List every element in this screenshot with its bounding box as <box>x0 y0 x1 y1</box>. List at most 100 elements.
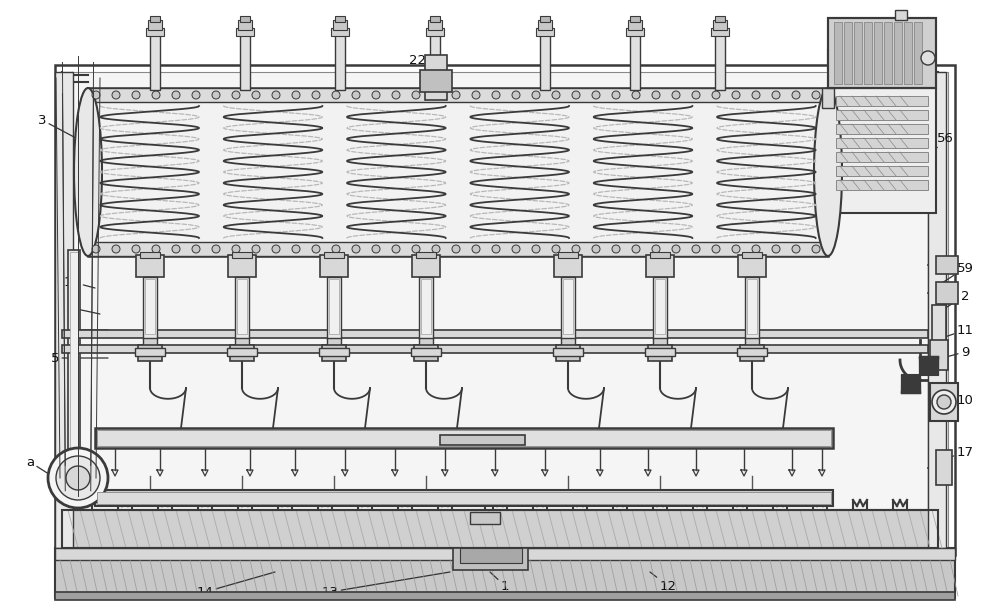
Text: 10: 10 <box>942 393 973 406</box>
Circle shape <box>152 91 160 99</box>
Bar <box>68 250 80 490</box>
Text: 22: 22 <box>410 54 440 82</box>
Circle shape <box>732 245 740 253</box>
Circle shape <box>512 91 520 99</box>
Circle shape <box>492 245 500 253</box>
Bar <box>932 305 946 360</box>
Circle shape <box>632 245 640 253</box>
Circle shape <box>152 245 160 253</box>
Bar <box>428 20 442 30</box>
Bar <box>630 30 640 90</box>
Circle shape <box>272 91 280 99</box>
Bar <box>936 282 958 304</box>
Circle shape <box>552 91 560 99</box>
Circle shape <box>292 91 300 99</box>
Bar <box>335 16 345 22</box>
Bar <box>470 512 500 524</box>
Bar <box>95 490 833 506</box>
Bar <box>320 255 348 277</box>
Bar <box>240 16 250 22</box>
Bar <box>412 255 440 277</box>
Circle shape <box>272 245 280 253</box>
Circle shape <box>492 91 500 99</box>
Circle shape <box>312 91 320 99</box>
Bar <box>440 435 525 445</box>
Text: 9: 9 <box>942 345 969 359</box>
Circle shape <box>472 91 480 99</box>
Bar <box>936 256 958 274</box>
Bar <box>55 72 73 548</box>
Bar <box>828 18 936 88</box>
Circle shape <box>372 245 380 253</box>
Circle shape <box>172 245 180 253</box>
Circle shape <box>212 91 220 99</box>
Bar <box>228 255 256 277</box>
Bar <box>936 450 952 485</box>
Bar <box>536 28 554 36</box>
Circle shape <box>652 245 660 253</box>
Bar <box>626 28 644 36</box>
Bar <box>143 277 157 339</box>
Bar <box>146 28 164 36</box>
Circle shape <box>672 245 680 253</box>
Circle shape <box>732 91 740 99</box>
Bar <box>319 348 349 356</box>
Bar <box>836 96 928 106</box>
Bar <box>740 345 764 361</box>
Bar <box>653 338 667 346</box>
Bar <box>554 255 582 277</box>
Bar <box>745 277 759 339</box>
Circle shape <box>412 245 420 253</box>
Bar <box>135 348 165 356</box>
Bar <box>148 20 162 30</box>
Bar <box>62 345 928 353</box>
Text: 5: 5 <box>51 351 108 365</box>
Bar <box>235 277 249 339</box>
Text: 12: 12 <box>650 572 676 592</box>
Bar <box>411 348 441 356</box>
Bar <box>930 340 948 370</box>
Bar <box>628 20 642 30</box>
Circle shape <box>92 91 100 99</box>
Bar <box>62 330 928 338</box>
Bar <box>742 252 762 258</box>
Bar <box>97 492 831 504</box>
Bar <box>836 166 928 176</box>
Text: 17: 17 <box>942 445 974 460</box>
Bar <box>143 338 157 346</box>
Circle shape <box>172 91 180 99</box>
Circle shape <box>372 91 380 99</box>
Bar <box>648 345 672 361</box>
Circle shape <box>48 448 108 508</box>
Bar <box>914 22 922 84</box>
Bar <box>145 279 155 334</box>
Bar <box>232 252 252 258</box>
Bar <box>645 348 675 356</box>
Bar <box>333 20 347 30</box>
Bar <box>55 548 955 560</box>
Text: 11: 11 <box>942 323 974 338</box>
Bar <box>425 55 447 100</box>
Bar <box>711 28 729 36</box>
Bar <box>828 88 936 213</box>
Bar <box>713 20 727 30</box>
Text: 59: 59 <box>942 262 973 283</box>
Bar <box>416 252 436 258</box>
Bar <box>235 338 249 346</box>
Bar <box>430 16 440 22</box>
Circle shape <box>192 245 200 253</box>
Circle shape <box>812 91 820 99</box>
Circle shape <box>937 395 951 409</box>
Text: 15: 15 <box>64 276 95 289</box>
Bar <box>895 10 907 20</box>
Bar <box>136 255 164 277</box>
Bar <box>650 252 670 258</box>
Bar <box>836 110 928 120</box>
Circle shape <box>312 245 320 253</box>
Bar <box>540 16 550 22</box>
Bar <box>884 22 892 84</box>
Circle shape <box>452 91 460 99</box>
Bar <box>55 592 955 600</box>
Circle shape <box>932 390 956 414</box>
Circle shape <box>672 91 680 99</box>
